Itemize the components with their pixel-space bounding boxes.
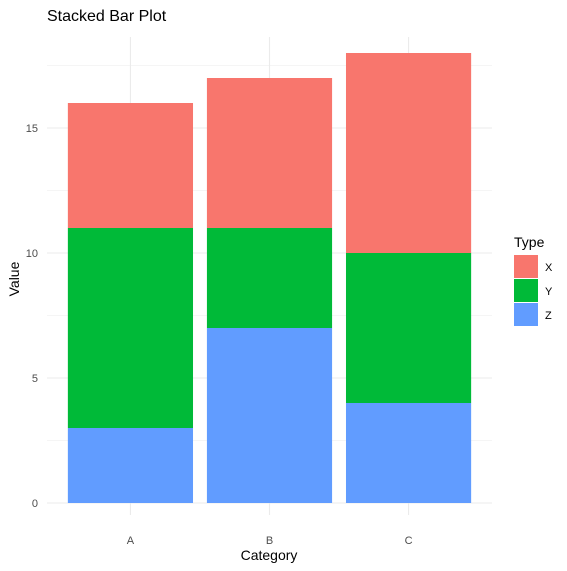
legend-swatch-X	[514, 255, 538, 278]
x-tick-label: C	[405, 535, 413, 547]
legend: Type XYZ	[514, 234, 553, 326]
x-axis-title: Category	[241, 547, 298, 563]
legend-swatch-Z	[514, 303, 538, 326]
y-tick-label: 5	[32, 373, 38, 385]
y-tick-label: 0	[32, 498, 38, 510]
bar-B-X	[206, 78, 333, 228]
bar-B-Y	[206, 228, 333, 328]
legend-items: XYZ	[514, 255, 553, 326]
legend-label-X: X	[545, 262, 553, 274]
x-tick-label: B	[266, 535, 273, 547]
legend-title: Type	[514, 234, 545, 250]
bars	[67, 53, 472, 503]
bar-C-Z	[345, 403, 472, 503]
chart-title: Stacked Bar Plot	[47, 8, 167, 25]
legend-swatch-Y	[514, 279, 538, 302]
bar-B-Z	[206, 328, 333, 503]
bar-A-Z	[67, 428, 194, 503]
x-tick-label: A	[127, 535, 135, 547]
bar-C-Y	[345, 253, 472, 403]
y-tick-label: 10	[26, 248, 38, 260]
legend-label-Z: Z	[545, 310, 552, 322]
legend-label-Y: Y	[545, 286, 553, 298]
bar-A-X	[67, 103, 194, 228]
bar-C-X	[345, 53, 472, 253]
bar-A-Y	[67, 228, 194, 428]
x-tick-labels: A B C	[127, 535, 413, 547]
y-axis-title: Value	[6, 261, 22, 296]
y-tick-labels: 0 5 10 15	[26, 123, 38, 510]
y-tick-label: 15	[26, 123, 38, 135]
